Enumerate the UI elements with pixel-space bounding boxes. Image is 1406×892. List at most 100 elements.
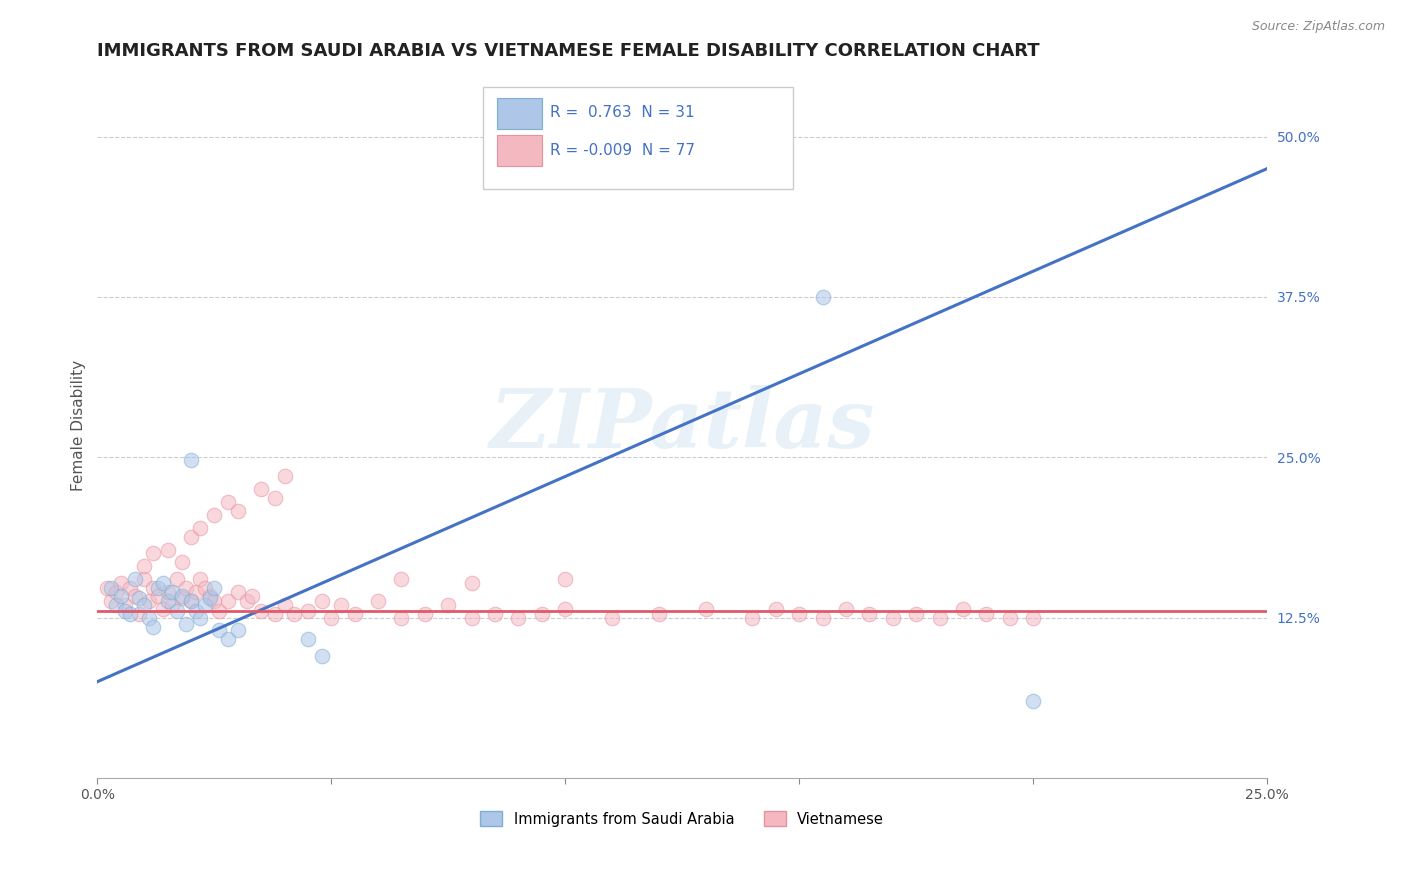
Point: [273, 598, 295, 612]
Point: [194, 598, 217, 612]
Text: IMMIGRANTS FROM SAUDI ARABIA VS VIETNAMESE FEMALE DISABILITY CORRELATION CHART: IMMIGRANTS FROM SAUDI ARABIA VS VIETNAME…: [97, 42, 1040, 60]
Point: [170, 555, 193, 569]
Point: [1022, 610, 1045, 624]
Text: ZIPatlas: ZIPatlas: [489, 385, 875, 465]
Point: [273, 469, 295, 483]
Point: [142, 581, 165, 595]
Point: [217, 632, 239, 647]
Point: [124, 572, 146, 586]
Point: [152, 575, 174, 590]
Point: [554, 601, 576, 615]
Point: [134, 598, 156, 612]
Point: [437, 598, 460, 612]
Point: [110, 575, 132, 590]
Point: [114, 598, 136, 612]
Point: [202, 594, 225, 608]
Point: [160, 598, 183, 612]
Point: [858, 607, 880, 621]
FancyBboxPatch shape: [498, 98, 541, 128]
Point: [128, 607, 150, 621]
Text: R = -0.009  N = 77: R = -0.009 N = 77: [550, 143, 695, 158]
Point: [96, 581, 118, 595]
Point: [413, 607, 436, 621]
Point: [180, 452, 202, 467]
Point: [367, 594, 389, 608]
Point: [882, 610, 904, 624]
Point: [240, 589, 263, 603]
Point: [217, 594, 239, 608]
Point: [329, 598, 352, 612]
Point: [202, 581, 225, 595]
Point: [765, 601, 787, 615]
Point: [297, 632, 319, 647]
Text: R =  0.763  N = 31: R = 0.763 N = 31: [550, 105, 695, 120]
Point: [174, 617, 197, 632]
Point: [105, 598, 128, 612]
Point: [297, 604, 319, 618]
Point: [391, 572, 413, 586]
Point: [120, 581, 142, 595]
FancyBboxPatch shape: [498, 136, 541, 166]
Point: [226, 624, 249, 638]
Point: [343, 607, 366, 621]
Point: [226, 585, 249, 599]
Point: [998, 610, 1021, 624]
Point: [530, 607, 553, 621]
Point: [226, 504, 249, 518]
Point: [976, 607, 998, 621]
Point: [100, 581, 122, 595]
Point: [142, 546, 165, 560]
Point: [148, 581, 170, 595]
FancyBboxPatch shape: [484, 87, 793, 189]
Point: [138, 610, 160, 624]
Point: [124, 589, 146, 603]
Point: [110, 589, 132, 603]
Point: [170, 589, 193, 603]
Text: Source: ZipAtlas.com: Source: ZipAtlas.com: [1251, 20, 1385, 33]
Point: [835, 601, 858, 615]
Point: [194, 581, 217, 595]
Point: [554, 572, 576, 586]
Point: [321, 610, 343, 624]
Point: [152, 601, 174, 615]
Point: [928, 610, 950, 624]
Point: [283, 607, 305, 621]
Point: [184, 604, 207, 618]
Point: [198, 591, 221, 606]
Point: [787, 607, 810, 621]
Point: [160, 585, 183, 599]
Point: [180, 594, 202, 608]
Point: [600, 610, 623, 624]
Point: [114, 604, 136, 618]
Point: [460, 575, 482, 590]
Y-axis label: Female Disability: Female Disability: [72, 359, 86, 491]
Point: [198, 589, 221, 603]
Point: [166, 572, 188, 586]
Point: [250, 604, 273, 618]
Point: [811, 610, 834, 624]
Point: [811, 290, 834, 304]
Point: [180, 594, 202, 608]
Point: [142, 619, 165, 633]
Point: [156, 585, 179, 599]
Point: [138, 594, 160, 608]
Legend: Immigrants from Saudi Arabia, Vietnamese: Immigrants from Saudi Arabia, Vietnamese: [472, 804, 891, 834]
Point: [264, 491, 287, 506]
Point: [208, 624, 231, 638]
Point: [120, 607, 142, 621]
Point: [484, 607, 506, 621]
Point: [905, 607, 928, 621]
Point: [208, 604, 231, 618]
Point: [250, 483, 273, 497]
Point: [311, 594, 333, 608]
Point: [134, 559, 156, 574]
Point: [170, 591, 193, 606]
Point: [236, 594, 259, 608]
Point: [100, 594, 122, 608]
Point: [180, 530, 202, 544]
Point: [166, 604, 188, 618]
Point: [217, 495, 239, 509]
Point: [695, 601, 717, 615]
Point: [311, 648, 333, 663]
Point: [188, 521, 211, 535]
